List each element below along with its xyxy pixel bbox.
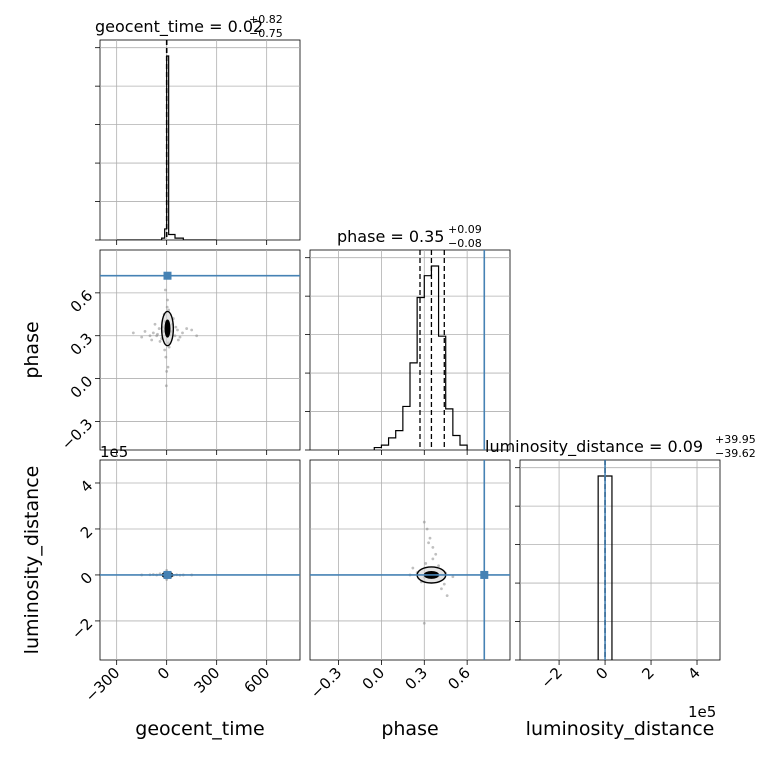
sample-point-2-1-12 bbox=[427, 541, 430, 545]
x-tick-label-phase-1: 0.0 bbox=[359, 664, 389, 694]
sample-point-1-0-2 bbox=[157, 327, 161, 330]
title-geocent-time-plus: +0.82 bbox=[249, 13, 283, 26]
panel-0-0 bbox=[99, 39, 301, 241]
sample-point-1-0-9 bbox=[173, 334, 177, 338]
sample-point-2-1-11 bbox=[434, 552, 438, 556]
y-offset-label-luminosity-distance: 1e5 bbox=[100, 443, 128, 461]
sample-point-2-1-19 bbox=[431, 557, 435, 561]
x-tick-label-geocent_time-2: 300 bbox=[191, 664, 224, 697]
x-tick-label-luminosity_distance-3: 4 bbox=[684, 664, 703, 683]
y-axis-label-phase: phase bbox=[21, 321, 43, 378]
sample-point-1-0-0 bbox=[151, 331, 155, 335]
sample-point-1-0-33 bbox=[131, 331, 135, 335]
x-tick-label-luminosity_distance-1: 0 bbox=[592, 664, 611, 683]
sample-point-1-0-12 bbox=[181, 331, 184, 335]
x-axis-label-luminosity-distance: luminosity_distance bbox=[526, 718, 715, 740]
sample-point-1-0-16 bbox=[164, 355, 168, 359]
title-luminosity-distance: luminosity_distance = 0.09 bbox=[485, 437, 703, 457]
x-offset-label-luminosity-distance: 1e5 bbox=[688, 703, 716, 721]
y-axis-label-luminosity-distance: luminosity_distance bbox=[21, 466, 43, 655]
sample-point-1-0-36 bbox=[167, 308, 171, 312]
title-phase: phase = 0.35 bbox=[337, 227, 444, 246]
histogram-phase bbox=[373, 265, 468, 450]
contour-inner-1-0 bbox=[164, 319, 171, 338]
x-axis-label-phase: phase bbox=[381, 718, 438, 740]
sample-point-2-1-7 bbox=[422, 520, 426, 524]
x-tick-label-geocent_time-3: 600 bbox=[241, 664, 274, 697]
y-tick-label-phase-1: 0.0 bbox=[67, 372, 97, 402]
y-tick-label-luminosity_distance-2: 2 bbox=[77, 523, 96, 542]
x-tick-label-phase-3: 0.6 bbox=[444, 664, 474, 694]
sample-point-1-0-31 bbox=[163, 288, 167, 292]
y-tick-label-phase-0: −0.3 bbox=[58, 415, 96, 453]
x-axis-label-geocent-time: geocent_time bbox=[135, 718, 264, 740]
title-phase-plus: +0.09 bbox=[448, 223, 482, 236]
sample-point-1-0-13 bbox=[185, 327, 189, 330]
x-tick-label-phase-0: −0.3 bbox=[307, 664, 345, 702]
sample-point-1-0-35 bbox=[163, 348, 167, 352]
sample-point-2-1-9 bbox=[428, 536, 432, 540]
sample-point-2-1-6 bbox=[451, 575, 455, 579]
sample-point-1-0-15 bbox=[143, 330, 147, 333]
panel-2-1 bbox=[309, 459, 511, 661]
title-geocent-time: geocent_time = 0.02 bbox=[95, 17, 263, 37]
sample-point-1-0-23 bbox=[158, 340, 162, 343]
sample-point-2-1-14 bbox=[440, 587, 443, 591]
sample-point-2-1-18 bbox=[437, 564, 440, 568]
y-tick-label-phase-2: 0.3 bbox=[67, 329, 97, 359]
title-geocent-time-minus: −0.75 bbox=[249, 27, 283, 40]
truth-marker-2-0 bbox=[163, 570, 172, 579]
x-tick-label-luminosity_distance-2: 2 bbox=[638, 664, 657, 683]
y-tick-label-luminosity_distance-1: 0 bbox=[77, 569, 96, 588]
y-tick-label-phase-3: 0.6 bbox=[67, 286, 97, 316]
sample-point-2-1-15 bbox=[445, 594, 449, 598]
sample-point-2-1-21 bbox=[442, 582, 446, 586]
sample-point-1-0-32 bbox=[166, 365, 170, 369]
sample-point-1-0-14 bbox=[148, 334, 152, 338]
sample-point-1-0-29 bbox=[156, 332, 159, 336]
sample-point-1-0-30 bbox=[174, 325, 178, 329]
title-luminosity-distance-plus: +39.95 bbox=[715, 433, 756, 446]
sample-point-1-0-25 bbox=[153, 322, 157, 326]
panel-1-0 bbox=[99, 249, 301, 451]
title-phase-minus: −0.08 bbox=[448, 237, 482, 250]
panel-2-2 bbox=[519, 459, 721, 661]
sample-point-2-1-16 bbox=[411, 566, 415, 570]
x-tick-label-luminosity_distance-0: −2 bbox=[538, 664, 566, 692]
y-tick-label-luminosity_distance-3: 4 bbox=[77, 477, 96, 496]
sample-point-1-0-11 bbox=[178, 335, 182, 339]
sample-point-2-1-10 bbox=[431, 545, 435, 549]
y-tick-label-luminosity_distance-0: −2 bbox=[68, 615, 96, 643]
sample-point-1-0-34 bbox=[195, 334, 199, 338]
histogram-geocent_time bbox=[116, 55, 217, 240]
panel-2-0 bbox=[99, 459, 301, 661]
x-tick-label-phase-2: 0.3 bbox=[402, 664, 432, 694]
sample-point-1-0-19 bbox=[164, 384, 168, 388]
sample-point-1-0-18 bbox=[165, 370, 169, 373]
sample-point-2-1-13 bbox=[422, 621, 426, 625]
sample-point-1-0-10 bbox=[176, 328, 179, 332]
sample-point-1-0-20 bbox=[165, 305, 169, 309]
panel-1-1 bbox=[309, 249, 511, 451]
truth-marker-2-1 bbox=[480, 570, 489, 579]
sample-point-1-0-17 bbox=[166, 298, 169, 302]
sample-point-1-0-39 bbox=[150, 338, 154, 342]
x-tick-label-geocent_time-1: 0 bbox=[154, 664, 173, 683]
sample-point-1-0-26 bbox=[176, 338, 180, 342]
sample-point-2-1-8 bbox=[425, 527, 429, 531]
sample-point-1-0-37 bbox=[140, 335, 144, 339]
sample-point-1-0-22 bbox=[167, 345, 171, 349]
x-tick-label-geocent_time-0: −300 bbox=[82, 664, 124, 706]
truth-marker-1-0 bbox=[163, 271, 172, 280]
sample-point-1-0-38 bbox=[190, 328, 194, 332]
sample-point-2-1-20 bbox=[424, 562, 428, 565]
title-luminosity-distance-minus: −39.62 bbox=[715, 447, 756, 460]
